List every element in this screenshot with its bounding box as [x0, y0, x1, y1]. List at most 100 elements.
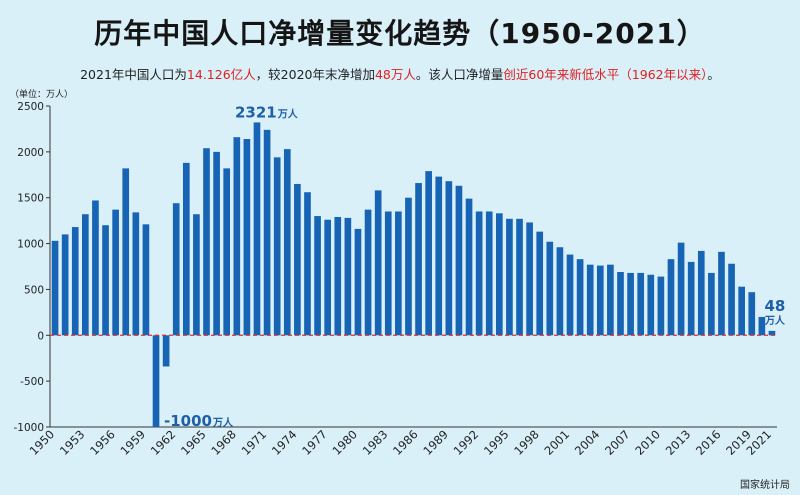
bar-1982 [374, 190, 382, 336]
bar-1962 [172, 203, 180, 336]
x-tick-label: 1959 [117, 427, 148, 458]
bar-2007 [627, 272, 634, 336]
bar-1974 [294, 183, 301, 336]
bar-1973 [283, 149, 291, 336]
x-tick-label: 1995 [481, 427, 512, 458]
subtitle-part1: 2021年中国人口为 [80, 67, 187, 82]
bar-1997 [526, 222, 533, 336]
y-axis-unit-label: （单位：万人） [10, 90, 74, 100]
bar-1971 [263, 129, 271, 336]
bar-2000 [556, 247, 564, 336]
bar-1981 [364, 209, 372, 336]
y-tick-label: -500 [20, 376, 44, 388]
bar-1951 [61, 234, 69, 336]
bar-2020 [758, 316, 766, 336]
bar-1958 [132, 212, 140, 336]
x-tick-label: 2004 [572, 427, 603, 458]
subtitle-part2: ，较2020年末净增加 [255, 67, 375, 82]
bar-1959 [142, 224, 150, 336]
bar-1961 [162, 335, 170, 367]
bar-1955 [102, 225, 109, 336]
bar-1969 [243, 139, 251, 336]
subtitle-part3: 。该人口净增量 [415, 67, 504, 82]
bar-2006 [617, 272, 624, 336]
bar-1963 [182, 162, 190, 336]
bar-1957 [122, 168, 130, 336]
x-tick-label: 2001 [542, 427, 573, 458]
x-tick-label: 1980 [329, 427, 360, 458]
y-tick-label: -1000 [13, 422, 44, 434]
x-tick-label: 1989 [420, 427, 451, 458]
bar-1998 [536, 231, 544, 336]
bar-1976 [314, 216, 321, 336]
bar-1999 [546, 241, 554, 336]
y-tick-label: 500 [24, 284, 44, 296]
y-tick-label: 1000 [17, 239, 44, 251]
bar-2004 [596, 265, 604, 336]
bar-1986 [415, 183, 422, 336]
y-tick-label: 0 [37, 330, 44, 342]
bar-2017 [728, 263, 735, 336]
bar-2009 [647, 274, 655, 336]
bar-2005 [607, 264, 614, 336]
bar-1979 [344, 217, 352, 336]
bar-1996 [516, 218, 523, 336]
subtitle-highlight-increase: 48万人 [374, 67, 416, 82]
bar-2021 [768, 330, 776, 336]
bar-1965 [203, 148, 210, 336]
bar-1954 [92, 200, 99, 336]
bar-1983 [384, 211, 392, 336]
x-tick-label: 1971 [239, 427, 270, 458]
bar-1978 [334, 216, 342, 336]
x-tick-label: 1977 [299, 427, 330, 458]
bar-1970 [253, 122, 261, 336]
bar-2013 [687, 261, 695, 336]
x-tick-label: 1962 [148, 427, 179, 458]
y-tick-label: 1500 [17, 193, 44, 205]
x-tick-label: 1953 [57, 427, 88, 458]
x-tick-label: 1968 [208, 427, 239, 458]
bar-2002 [576, 259, 584, 336]
bar-1952 [71, 227, 79, 336]
y-tick-label: 2000 [17, 147, 44, 159]
subtitle-part4: 。 [707, 67, 720, 82]
bar-2008 [637, 272, 645, 336]
annotation-2021-unit: 万人 [764, 314, 786, 327]
chart-title: 历年中国人口净增量变化趋势（1950-2021） [94, 17, 706, 50]
chart-subtitle: 2021年中国人口为14.126亿人，较2020年末净增加48万人。该人口净增量… [0, 64, 800, 83]
bar-1995 [506, 218, 513, 336]
bar-1966 [213, 151, 220, 336]
annotation-2021-value: 48 [765, 297, 786, 315]
bar-2019 [748, 292, 756, 336]
x-tick-label: 2016 [693, 427, 724, 458]
bar-2015 [708, 272, 715, 336]
bar-1977 [324, 219, 332, 336]
bar-2011 [667, 259, 675, 336]
annotation-low-1960: -1000万人 [164, 412, 234, 430]
bar-1980 [354, 228, 362, 336]
bar-1993 [485, 211, 493, 336]
bar-2018 [738, 286, 745, 336]
x-tick-label: 2010 [632, 427, 663, 458]
bar-1991 [465, 198, 473, 336]
bar-1987 [425, 171, 432, 336]
x-tick-label: 1983 [360, 427, 391, 458]
bar-1967 [223, 168, 231, 336]
bar-1968 [233, 137, 241, 336]
x-tick-label: 1998 [511, 427, 542, 458]
bar-1953 [82, 214, 89, 336]
x-tick-label: 1956 [87, 427, 118, 458]
bar-2016 [718, 251, 725, 336]
bar-1992 [475, 211, 483, 336]
x-tick-label: 2007 [602, 427, 633, 458]
subtitle-highlight-population: 14.126亿人 [186, 67, 256, 82]
bar-1964 [193, 214, 200, 336]
bar-2012 [677, 242, 685, 336]
bar-1984 [395, 211, 402, 336]
bar-2010 [657, 276, 665, 336]
x-tick-label: 1986 [390, 427, 421, 458]
bar-1990 [455, 185, 463, 336]
data-source: 国家统计局 [740, 480, 790, 491]
bar-1972 [273, 157, 281, 336]
